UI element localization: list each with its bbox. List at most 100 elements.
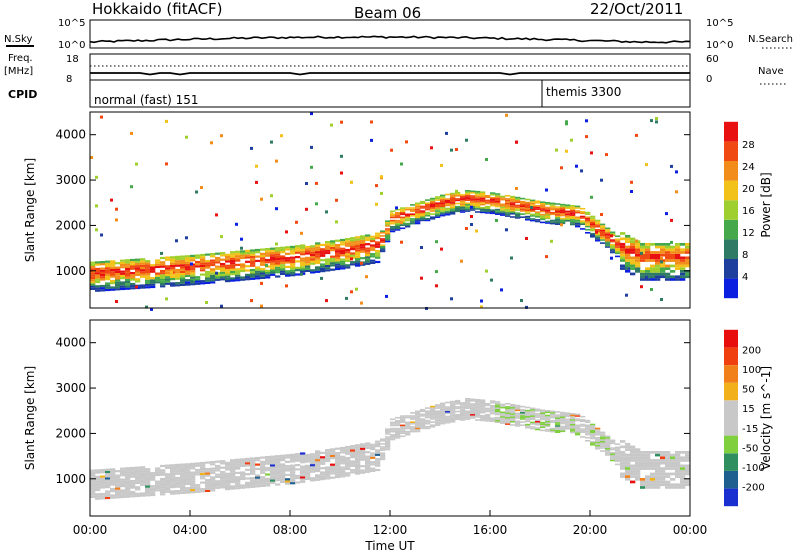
velocity-cell: [120, 491, 126, 494]
power-cell: [270, 265, 276, 268]
power-cell: [515, 200, 521, 202]
velocity-cell: [135, 466, 141, 469]
velocity-cell: [205, 461, 211, 464]
power-cell: [655, 256, 661, 260]
velocity-cell: [605, 443, 611, 445]
velocity-cell: [635, 469, 641, 473]
velocity-cell: [490, 409, 496, 412]
velocity-cell: [225, 464, 231, 467]
power-cell: [655, 245, 661, 249]
velocity-cell: [530, 413, 536, 416]
velocity-cell: [640, 483, 646, 487]
velocity-cell: [615, 454, 621, 456]
power-cell: [100, 274, 106, 277]
velocity-cell: [260, 463, 266, 466]
velocity-cell: [660, 459, 666, 462]
velocity-cell: [630, 445, 636, 449]
power-cell: [365, 258, 371, 261]
power-cell: [650, 264, 656, 268]
power-cell: [375, 250, 381, 253]
velocity-cell: [135, 479, 141, 482]
power-cell: [455, 148, 458, 151]
power-cell: [475, 211, 481, 213]
velocity-cell: [315, 469, 321, 473]
velocity-cell: [110, 470, 116, 473]
velocity-cell: [90, 469, 96, 472]
velocity-cell: [460, 416, 466, 418]
velocity-cell: [610, 459, 616, 462]
power-cell: [290, 245, 296, 248]
velocity-cell: [340, 473, 346, 476]
power-cell: [650, 272, 656, 276]
velocity-cell: [635, 456, 641, 460]
power-cell: [450, 197, 456, 199]
velocity-cell: [560, 418, 566, 420]
velocity-cell: [595, 444, 601, 447]
power-cell: [450, 209, 456, 212]
power-cell: [450, 297, 453, 301]
power-cell: [430, 200, 436, 203]
velocity-cell: [625, 461, 631, 465]
power-cell: [170, 256, 176, 259]
velocity-cell: [325, 475, 331, 478]
power-cell: [535, 208, 541, 210]
power-cell: [120, 266, 126, 269]
power-cell: [320, 259, 326, 262]
velocity-cell: [280, 463, 286, 466]
velocity-cell: [100, 492, 106, 496]
velocity-cell: [610, 456, 616, 459]
power-cell: [365, 260, 371, 263]
velocity-cell: [350, 464, 356, 467]
velocity-cell: [580, 420, 586, 423]
power-cell: [415, 211, 421, 214]
velocity-cell: [440, 407, 446, 409]
velocity-cell: [335, 454, 341, 457]
velocity-cell: [325, 451, 331, 454]
power-cell: [575, 221, 581, 223]
power-cell: [230, 264, 236, 267]
velocity-cell: [315, 478, 321, 481]
power-cell: [420, 213, 426, 215]
power-cell: [140, 258, 146, 261]
velocity-cell: [145, 492, 151, 495]
velocity-cell: [440, 410, 446, 412]
velocity-cell: [115, 489, 121, 492]
power-cell: [625, 264, 631, 268]
velocity-cell: [275, 455, 281, 458]
power-cell: [515, 206, 521, 208]
power-cell: [240, 250, 246, 253]
power-cell: [590, 228, 596, 230]
velocity-cell: [360, 456, 366, 459]
power-cell: [255, 268, 261, 271]
power-cell: [680, 275, 686, 279]
velocity-cell: [135, 486, 141, 489]
power-cell: [300, 261, 306, 264]
power-cell: [105, 260, 111, 263]
velocity-cell: [140, 474, 146, 478]
velocity-cell: [675, 469, 681, 473]
power-cell: [430, 146, 433, 150]
velocity-cell: [540, 424, 546, 427]
power-cell: [260, 257, 266, 260]
power-cell: [460, 197, 466, 199]
velocity-cell: [335, 469, 341, 472]
velocity-cell: [575, 429, 581, 431]
power-cell: [630, 259, 636, 262]
power-cell: [475, 192, 481, 195]
power-cell: [470, 190, 476, 193]
power-colorbar-cell: [724, 121, 738, 142]
velocity-cell: [350, 453, 356, 456]
power-cell: [275, 253, 281, 256]
power-cell: [495, 199, 501, 201]
freq-unit-label: [MHz]: [4, 66, 33, 77]
power-cell: [120, 272, 126, 275]
velocity-cell: [140, 472, 146, 475]
power-cell: [545, 211, 551, 213]
power-cell: [235, 272, 241, 275]
power-cell: [105, 275, 111, 279]
velocity-cell: [385, 433, 391, 435]
power-cell: [625, 237, 631, 241]
power-cell: [585, 225, 591, 228]
velocity-cell: [460, 405, 466, 407]
